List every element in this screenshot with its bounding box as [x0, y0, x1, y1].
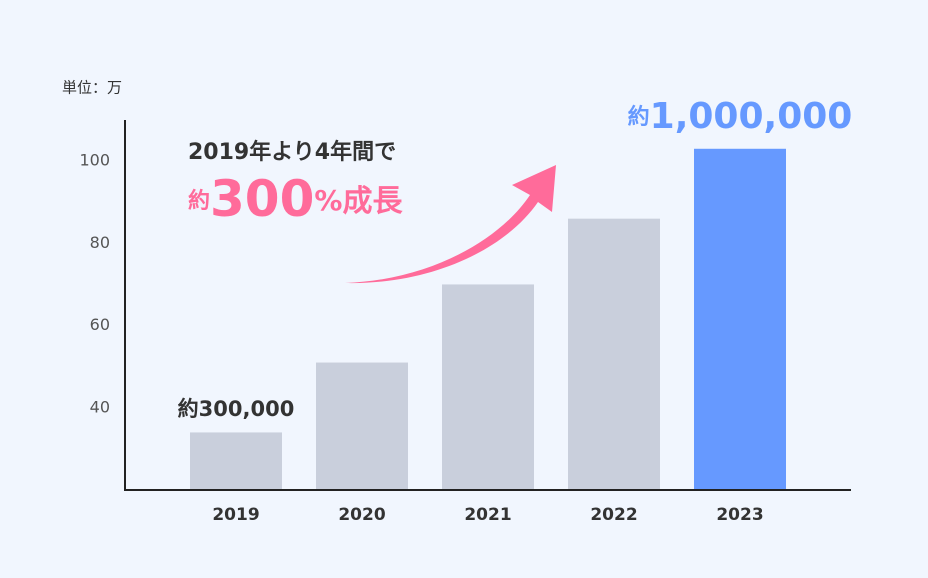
y-tick-label: 40 — [90, 397, 110, 416]
growth-part: 300 — [210, 170, 314, 228]
end-label: 約1,000,000 — [628, 96, 853, 137]
end-label-part: 1,000,000 — [650, 96, 853, 137]
bar — [190, 432, 282, 490]
end-label-part: 約 — [628, 104, 650, 130]
x-tick-label: 2019 — [212, 505, 259, 525]
y-tick-label: 60 — [90, 315, 110, 334]
growth-part: 成長 — [342, 184, 403, 219]
x-tick-label: 2023 — [716, 505, 763, 525]
growth-heading: 2019年より4年間で — [188, 139, 396, 165]
bar — [694, 148, 786, 490]
y-tick-label: 100 — [79, 151, 110, 170]
bar — [316, 362, 408, 490]
bar — [442, 284, 534, 490]
growth-part: % — [314, 184, 342, 217]
start-label: 約300,000 — [178, 397, 295, 421]
growth-text: 約300%成長 — [188, 170, 403, 228]
bar — [568, 218, 660, 490]
x-tick-label: 2020 — [338, 505, 385, 525]
x-tick-label: 2021 — [464, 505, 511, 525]
y-tick-label: 80 — [90, 233, 110, 252]
growth-arrow — [345, 165, 556, 284]
growth-part: 約 — [188, 188, 210, 214]
unit-label: 単位：万 — [62, 79, 122, 97]
x-tick-label: 2022 — [590, 505, 637, 525]
